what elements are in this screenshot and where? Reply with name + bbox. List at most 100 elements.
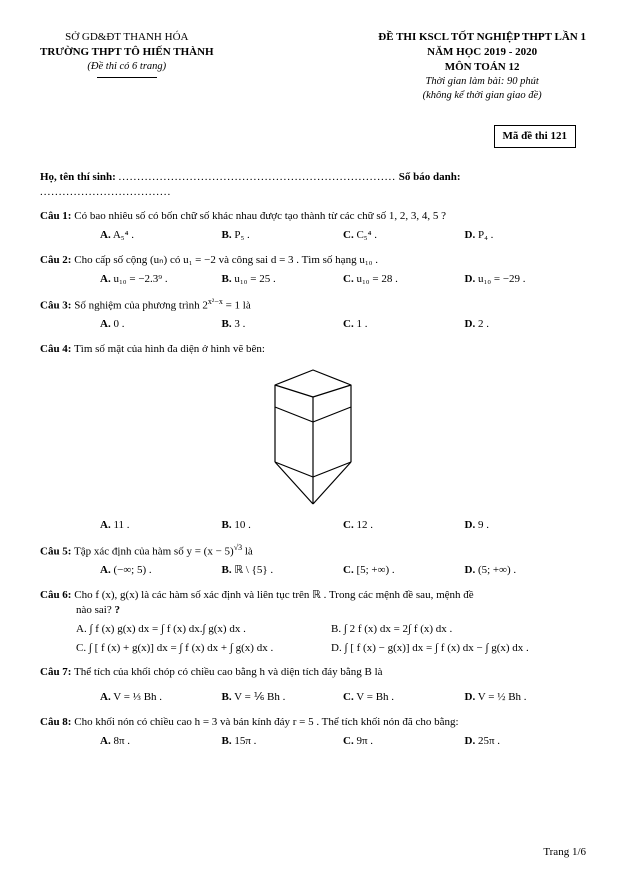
q1-choices: A. A₅⁴ . B. P₅ . C. C₅⁴ . D. P₄ . [40, 228, 586, 243]
q1-b-val: P₅ . [234, 229, 249, 241]
q3-label: Câu 3: [40, 299, 71, 311]
q6-row1: A. ∫ f (x) g(x) dx = ∫ f (x) dx.∫ g(x) d… [40, 622, 586, 637]
id-dots: ................................... [40, 186, 171, 198]
q7-text: Thể tích của khối chóp có chiều cao bằng… [74, 666, 383, 678]
q2-c-lbl: C. [343, 273, 354, 285]
q2-b-lbl: B. [222, 273, 232, 285]
q8-label: Câu 8: [40, 716, 71, 728]
q4-d-lbl: D. [465, 519, 476, 531]
q4-choices: A. 11 . B. 10 . C. 12 . D. 9 . [40, 518, 586, 533]
question-8: Câu 8: Cho khối nón có chiều cao h = 3 v… [40, 715, 586, 749]
q2-d-val: u₁₀ = −29 . [478, 273, 526, 285]
polyhedron-figure [40, 367, 586, 512]
exam-page: SỞ GD&ĐT THANH HÓA TRƯỜNG THPT TÔ HIẾN T… [0, 0, 626, 872]
q5-a-val: (−∞; 5) . [113, 564, 151, 576]
question-2: Câu 2: Cho cấp số cộng (uₙ) có u₁ = −2 v… [40, 253, 586, 287]
q3-c-val: 1 . [356, 318, 367, 330]
q6-d-val: ∫ [ f (x) − g(x)] dx = ∫ f (x) dx − ∫ g(… [344, 642, 528, 654]
q2-a-lbl: A. [100, 273, 111, 285]
q6-row2: C. ∫ [ f (x) + g(x)] dx = ∫ f (x) dx + ∫… [40, 641, 586, 656]
dept-line: SỞ GD&ĐT THANH HÓA [40, 30, 214, 45]
q6-b-val: ∫ 2 f (x) dx = 2∫ f (x) dx . [344, 623, 452, 635]
q5-a-lbl: A. [100, 564, 111, 576]
q2-b-val: u₁₀ = 25 . [234, 273, 275, 285]
question-7: Câu 7: Thể tích của khối chóp có chiều c… [40, 665, 586, 705]
q1-a-lbl: A. [100, 229, 111, 241]
q6-d-lbl: D. [331, 642, 342, 654]
exam-code-box: Mã đề thi 121 [494, 125, 576, 148]
exam-title-1: ĐỀ THI KSCL TỐT NGHIỆP THPT LẦN 1 [378, 30, 586, 45]
q5-text: Tập xác định của hàm số y = (x − 5) [74, 545, 234, 557]
q2-a-val: u₁₀ = −2.3⁹ . [113, 273, 167, 285]
exam-title-2: NĂM HỌC 2019 - 2020 [378, 45, 586, 60]
q8-c-lbl: C. [343, 735, 354, 747]
q1-c-lbl: C. [343, 229, 354, 241]
name-label: Họ, tên thí sinh: [40, 171, 116, 183]
q7-b-lbl: B. [222, 691, 232, 703]
question-5: Câu 5: Tập xác định của hàm số y = (x − … [40, 543, 586, 578]
q5-b-lbl: B. [222, 564, 232, 576]
q8-c-val: 9π . [356, 735, 373, 747]
school-line: TRƯỜNG THPT TÔ HIẾN THÀNH [40, 45, 214, 60]
q7-c-lbl: C. [343, 691, 354, 703]
q6-a-lbl: A. [76, 623, 87, 635]
q2-c-val: u₁₀ = 28 . [356, 273, 397, 285]
q8-b-val: 15π . [234, 735, 256, 747]
q7-label: Câu 7: [40, 666, 71, 678]
q2-text: Cho cấp số cộng (uₙ) có u₁ = −2 và công … [74, 254, 378, 266]
q5-exp: √3 [234, 543, 242, 552]
q7-a-lbl: A. [100, 691, 111, 703]
q3-c-lbl: C. [343, 318, 354, 330]
q8-a-val: 8π . [113, 735, 130, 747]
q6-a-val: ∫ f (x) g(x) dx = ∫ f (x) dx.∫ g(x) dx . [89, 623, 245, 635]
q5-b-val: ℝ \ {5} . [234, 564, 273, 576]
q3-d-val: 2 . [478, 318, 489, 330]
q5-c-val: [5; +∞) . [356, 564, 394, 576]
q7-b-val: V = ⅙ Bh . [234, 691, 285, 703]
q4-a-val: 11 . [113, 519, 129, 531]
header-left: SỞ GD&ĐT THANH HÓA TRƯỜNG THPT TÔ HIẾN T… [40, 30, 214, 103]
question-6: Câu 6: Cho f (x), g(x) là các hàm số xác… [40, 588, 586, 655]
candidate-info: Họ, tên thí sinh: ......................… [40, 170, 586, 200]
name-dots: ........................................… [119, 171, 397, 183]
q7-c-val: V = Bh . [356, 691, 394, 703]
time-note: (không kể thời gian giao đề) [378, 89, 586, 103]
q2-d-lbl: D. [465, 273, 476, 285]
q2-label: Câu 2: [40, 254, 71, 266]
q4-c-val: 12 . [356, 519, 373, 531]
q1-c-val: C₅⁴ . [356, 229, 377, 241]
q8-choices: A. 8π . B. 15π . C. 9π . D. 25π . [40, 734, 586, 749]
q6-c-val: ∫ [ f (x) + g(x)] dx = ∫ f (x) dx + ∫ g(… [89, 642, 273, 654]
q5-label: Câu 5: [40, 545, 71, 557]
q3-a-val: 0 . [113, 318, 124, 330]
underline-left [97, 77, 157, 78]
q1-b-lbl: B. [222, 229, 232, 241]
question-4: Câu 4: Tìm số mặt của hình đa diện ở hìn… [40, 342, 586, 533]
q7-d-val: V = ½ Bh . [478, 691, 527, 703]
q3-choices: A. 0 . B. 3 . C. 1 . D. 2 . [40, 317, 586, 332]
q5-d-lbl: D. [465, 564, 476, 576]
q2-choices: A. u₁₀ = −2.3⁹ . B. u₁₀ = 25 . C. u₁₀ = … [40, 272, 586, 287]
q5-choices: A. (−∞; 5) . B. ℝ \ {5} . C. [5; +∞) . D… [40, 563, 586, 578]
q1-label: Câu 1: [40, 210, 71, 222]
q5-text2: là [242, 545, 253, 557]
q1-d-lbl: D. [465, 229, 476, 241]
q6-c-lbl: C. [76, 642, 86, 654]
q4-d-val: 9 . [478, 519, 489, 531]
q1-d-val: P₄ . [478, 229, 493, 241]
page-footer: Trang 1/6 [543, 845, 586, 860]
q3-text: Số nghiệm của phương trình 2 [74, 299, 208, 311]
q3-text2: = 1 là [223, 299, 251, 311]
polyhedron-svg [248, 367, 378, 507]
q3-b-lbl: B. [222, 318, 232, 330]
pages-line: (Đề thi có 6 trang) [40, 60, 214, 74]
q8-d-val: 25π . [478, 735, 500, 747]
q8-text: Cho khối nón có chiều cao h = 3 và bán k… [74, 716, 458, 728]
q6-label: Câu 6: [40, 589, 71, 601]
q8-d-lbl: D. [465, 735, 476, 747]
q5-c-lbl: C. [343, 564, 354, 576]
q6-b-lbl: B. [331, 623, 341, 635]
q4-label: Câu 4: [40, 343, 71, 355]
time-line: Thời gian làm bài: 90 phút [378, 75, 586, 89]
question-3: Câu 3: Số nghiệm của phương trình 2x²−x … [40, 297, 586, 332]
